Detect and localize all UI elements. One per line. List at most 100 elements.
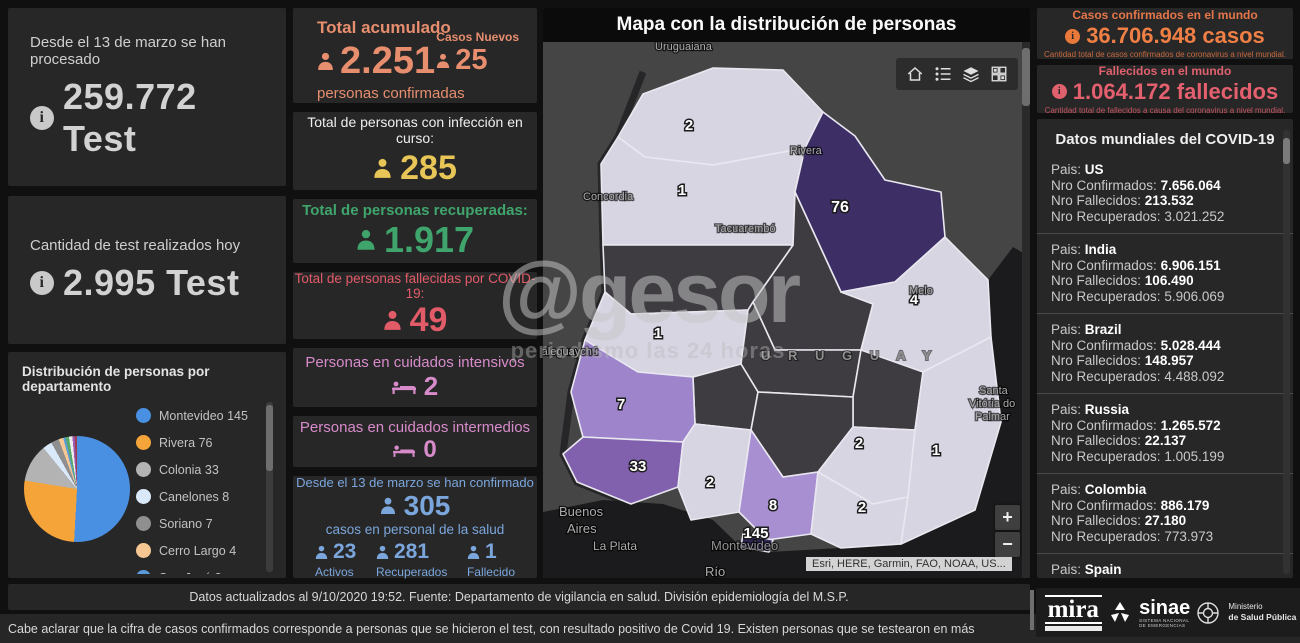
deaths-value: 213.532: [1144, 193, 1194, 208]
deaths-value: 49: [409, 301, 448, 339]
health-worker-stat: 1 Fallecido: [467, 540, 515, 579]
dept-value-rio-negro: 1: [654, 325, 662, 342]
zoom-out-button[interactable]: −: [995, 532, 1020, 557]
active-cases-panel: Total de personas con infección en curso…: [293, 112, 537, 190]
country-field-label: Pais:: [1051, 322, 1082, 337]
sinae-caption-1: SISTEMA NACIONAL: [1139, 617, 1190, 623]
place-santa-vitoria-3: Palmar: [975, 411, 1010, 423]
world-data-scrollbar[interactable]: [1283, 130, 1290, 574]
person-icon: [357, 229, 375, 250]
zoom-in-button[interactable]: +: [995, 505, 1020, 530]
country-stats-item: Pais: Spain Nro Confirmados: 861.112 Nro…: [1037, 553, 1293, 578]
icu-panel: Personas en cuidados intensivos 2: [293, 348, 537, 407]
home-button[interactable]: [904, 63, 926, 85]
legend-value: 8: [222, 489, 230, 504]
accumulated-panel: Total acumulado 2.251 personas confirmad…: [293, 8, 537, 103]
place-buenos-aires-1: Buenos: [559, 504, 604, 519]
deaths-title: Total de personas fallecidas por COVID-1…: [294, 271, 536, 301]
dept-value-lavalleja: 2: [855, 435, 863, 452]
place-rio: Río: [705, 564, 725, 578]
bed-icon: [393, 445, 416, 457]
department-pie-chart[interactable]: [24, 436, 130, 542]
recovered-field-label: Nro Recuperados:: [1051, 528, 1161, 544]
recovered-value: 4.488.092: [1164, 368, 1225, 384]
legend-swatch: [136, 489, 151, 504]
legend-value: 33: [204, 462, 219, 477]
legend-swatch: [136, 462, 151, 477]
ocean-water: [543, 247, 1030, 578]
legend-label: San José: [159, 571, 211, 575]
deaths-value: 22.137: [1144, 433, 1187, 448]
tests-today-value: 2.995 Test: [63, 261, 240, 303]
person-icon: [318, 52, 333, 70]
country-stats-item: Pais: Brazil Nro Confirmados: 5.028.444 …: [1037, 313, 1293, 393]
confirmed-value: 1.265.572: [1160, 417, 1221, 433]
department-distribution-panel: Distribución de personas por departament…: [8, 352, 286, 578]
legend-label: Colonia: [159, 462, 202, 477]
world-deaths-title: Fallecidos en el mundo: [1098, 63, 1232, 78]
world-data-list[interactable]: Pais: US Nro Confirmados: 7.656.064 Nro …: [1037, 154, 1293, 578]
legend-scrollbar[interactable]: [266, 402, 273, 572]
intermediate-care-panel: Personas en cuidados intermedios 0: [293, 416, 537, 467]
mira-logo: mira: [1044, 594, 1102, 631]
map-place-labels: Uruguaiana Concordia Rivera Tacuarembó M…: [543, 40, 1017, 578]
logo-panel-scrollbar[interactable]: [1030, 590, 1034, 630]
legend-button[interactable]: [932, 63, 954, 85]
legend-swatch: [136, 516, 151, 531]
legend-value: 76: [198, 435, 213, 450]
footer-updated: Datos actualizados al 9/10/2020 19:52. F…: [8, 584, 1030, 610]
person-icon: [376, 545, 389, 559]
layers-button[interactable]: [960, 63, 982, 85]
recovered-value: 1.917: [383, 218, 475, 260]
pie-legend[interactable]: Montevideo 145 Rivera 76 Colonia 33 Cane…: [136, 402, 254, 574]
place-gualeguaychu: Gualeguaychú: [543, 346, 598, 358]
basemap-button[interactable]: [988, 63, 1010, 85]
info-icon: i: [30, 106, 54, 130]
person-icon: [467, 545, 480, 559]
confirmed-field-label: Nro Confirmados:: [1051, 337, 1157, 353]
dept-value-artigas: 2: [685, 117, 693, 134]
intermediate-care-title: Personas en cuidados intermedios: [299, 419, 531, 436]
dept-value-montevideo: 145: [743, 525, 768, 542]
map-scrollbar[interactable]: [1022, 42, 1030, 578]
person-icon: [380, 497, 395, 514]
recovered-field-label: Nro Recuperados:: [1051, 368, 1161, 384]
health-workers-stats: 23 Activos 281 Recuperados 1: [293, 540, 537, 579]
recovered-field-label: Nro Recuperados:: [1051, 448, 1161, 464]
health-workers-subtitle: casos en personal de la salud: [325, 522, 505, 537]
legend-item: Canelones 8: [136, 483, 254, 510]
department-montevideo[interactable]: [740, 533, 774, 553]
map-title: Mapa con la distribución de personas: [543, 8, 1030, 42]
country-name: India: [1084, 242, 1117, 257]
tests-today-title: Cantidad de test realizados hoy: [30, 236, 241, 254]
active-cases-value: 285: [400, 149, 457, 187]
world-data-panel: Datos mundiales del COVID-19 Pais: US Nr…: [1037, 119, 1293, 578]
accumulated-value: 2.251: [340, 40, 436, 82]
mira-logo-text: mira: [1044, 594, 1102, 624]
info-icon: i: [30, 270, 54, 295]
map-panel: Mapa con la distribución de personas: [543, 8, 1030, 578]
health-workers-title: Desde el 13 de marzo se han confirmado: [296, 475, 534, 490]
legend-value: 2: [215, 571, 222, 575]
world-deaths-value: 1.064.172 fallecidos: [1072, 78, 1279, 104]
person-icon: [437, 53, 450, 68]
mira-logo-bar: [1044, 625, 1102, 631]
world-cases-value: 36.706.948 casos: [1086, 23, 1265, 48]
deaths-field-label: Nro Fallecidos:: [1051, 433, 1142, 448]
footer-disclaimer-text: Cabe aclarar que la cifra de casos confi…: [8, 621, 975, 636]
person-icon: [374, 158, 391, 178]
info-icon: i: [1065, 28, 1081, 44]
legend-swatch: [136, 435, 151, 450]
map-canvas[interactable]: 2 1 76 4 1 7 33 2 8 145 2 2 1 Uruguaiana: [543, 40, 1030, 578]
dept-value-salto: 1: [678, 182, 686, 199]
stat-label: Activos: [315, 565, 354, 579]
recovered-value: 773.973: [1164, 528, 1214, 544]
recovered-value: 5.906.069: [1164, 288, 1225, 304]
country-field-label: Pais:: [1051, 402, 1082, 417]
health-worker-stat: 281 Recuperados: [376, 540, 447, 579]
uruguay-choropleth-map[interactable]: 2 1 76 4 1 7 33 2 8 145 2 2 1 Uruguaiana: [543, 40, 1030, 578]
department-rocha[interactable]: [900, 336, 1002, 545]
world-cases-title: Casos confirmados en el mundo: [1072, 8, 1258, 22]
recovered-panel: Total de personas recuperadas: 1.917: [293, 199, 537, 263]
tests-processed-title: Desde el 13 de marzo se han procesado: [30, 34, 226, 68]
